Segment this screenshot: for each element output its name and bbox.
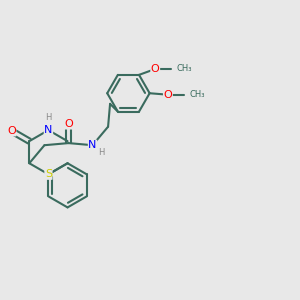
Text: S: S xyxy=(45,169,52,179)
Text: O: O xyxy=(164,90,172,100)
Text: O: O xyxy=(7,126,16,136)
Text: N: N xyxy=(88,140,97,150)
Text: H: H xyxy=(98,148,104,157)
Text: H: H xyxy=(45,113,52,122)
Text: O: O xyxy=(64,119,73,129)
Text: CH₃: CH₃ xyxy=(189,90,205,99)
Text: O: O xyxy=(151,64,160,74)
Text: N: N xyxy=(44,125,52,135)
Text: CH₃: CH₃ xyxy=(177,64,192,74)
